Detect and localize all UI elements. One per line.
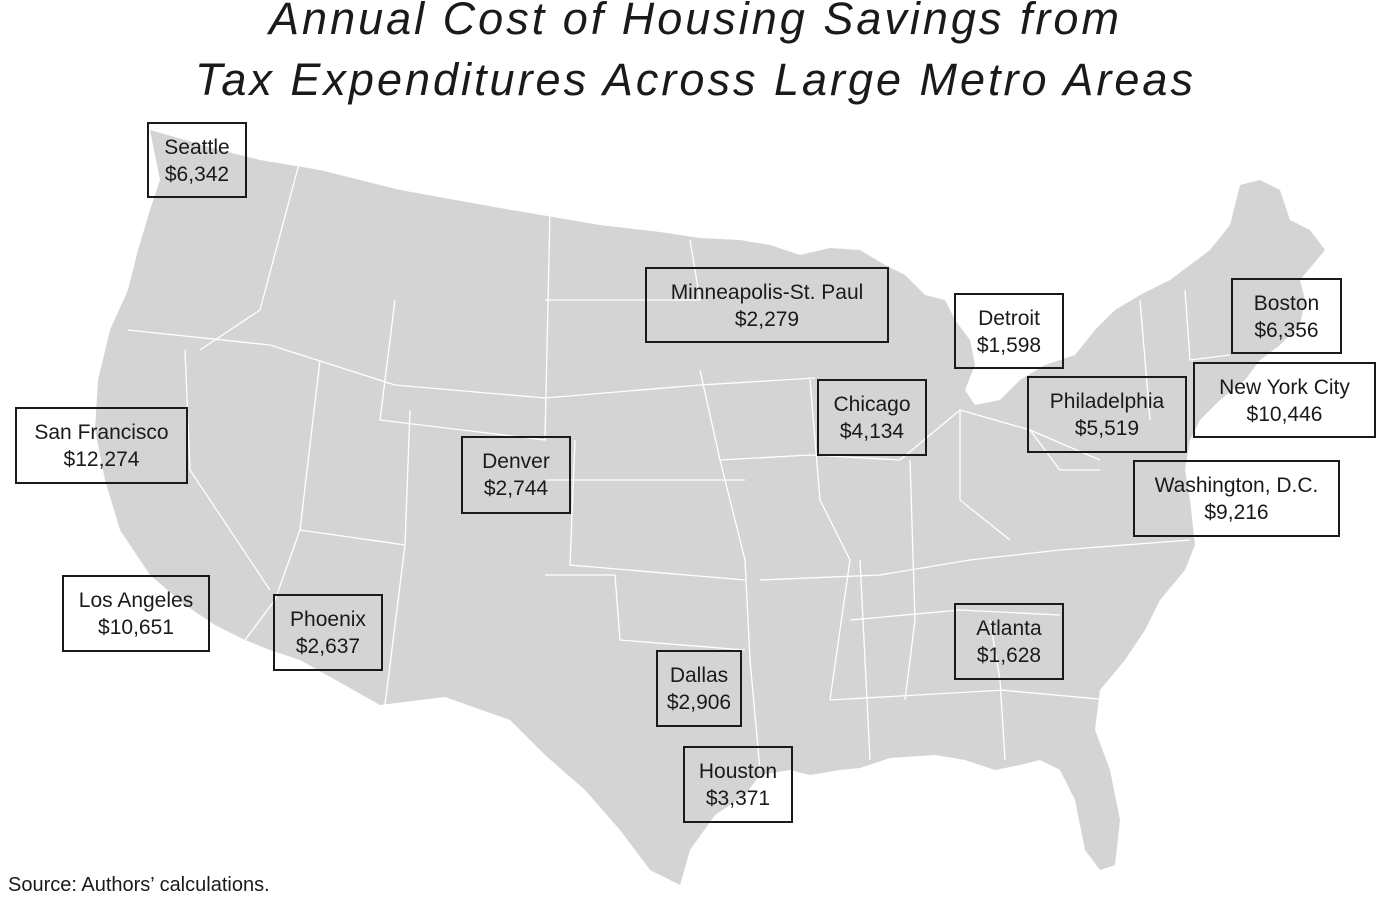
source-note: Source: Authors’ calculations. xyxy=(8,874,270,896)
metro-name-chicago: Chicago xyxy=(833,393,911,416)
metro-value-minneapolis: $2,279 xyxy=(734,308,800,331)
us-landmass xyxy=(95,130,1325,885)
metro-name-dallas: Dallas xyxy=(669,664,729,687)
map-title-line-1: Annual Cost of Housing Savings from xyxy=(269,0,1122,44)
metro-value-philadelphia: $5,519 xyxy=(1074,417,1140,440)
metro-label-seattle: Seattle $6,342 xyxy=(147,122,247,198)
metro-name-los-angeles: Los Angeles xyxy=(78,589,194,612)
metro-name-new-york: New York City xyxy=(1219,376,1350,399)
state-borders xyxy=(127,159,1231,771)
metro-label-atlanta: Atlanta $1,628 xyxy=(954,603,1064,680)
metro-label-los-angeles: Los Angeles $10,651 xyxy=(62,575,210,652)
metro-name-houston: Houston xyxy=(698,760,778,783)
metro-name-phoenix: Phoenix xyxy=(290,608,366,631)
metro-label-new-york: New York City $10,446 xyxy=(1193,362,1376,438)
metro-name-boston: Boston xyxy=(1253,292,1320,315)
metro-name-detroit: Detroit xyxy=(978,307,1040,330)
metro-label-chicago: Chicago $4,134 xyxy=(817,379,927,456)
metro-value-phoenix: $2,637 xyxy=(295,635,361,658)
metro-label-san-francisco: San Francisco $12,274 xyxy=(15,407,188,484)
metro-label-philadelphia: Philadelphia $5,519 xyxy=(1027,376,1187,453)
metro-name-minneapolis: Minneapolis-St. Paul xyxy=(670,281,864,304)
metro-name-seattle: Seattle xyxy=(164,136,230,159)
metro-value-seattle: $6,342 xyxy=(164,163,230,186)
metro-value-boston: $6,356 xyxy=(1254,319,1319,342)
metro-name-philadelphia: Philadelphia xyxy=(1049,390,1165,413)
metro-value-atlanta: $1,628 xyxy=(976,644,1042,667)
metro-value-los-angeles: $10,651 xyxy=(98,616,174,639)
metro-value-denver: $2,744 xyxy=(483,477,549,500)
metro-name-san-francisco: San Francisco xyxy=(34,421,169,444)
metro-name-washington: Washington, D.C. xyxy=(1154,474,1319,497)
metro-value-dallas: $2,906 xyxy=(666,691,732,714)
metro-label-minneapolis: Minneapolis-St. Paul $2,279 xyxy=(645,267,889,343)
metro-name-denver: Denver xyxy=(482,450,550,473)
map-title-line-2: Tax Expenditures Across Large Metro Area… xyxy=(195,54,1196,105)
metro-value-chicago: $4,134 xyxy=(839,420,905,443)
metro-value-houston: $3,371 xyxy=(705,787,771,810)
metro-label-houston: Houston $3,371 xyxy=(683,746,793,823)
metro-label-washington: Washington, D.C. $9,216 xyxy=(1133,460,1340,537)
metro-label-dallas: Dallas $2,906 xyxy=(656,650,742,727)
metro-label-phoenix: Phoenix $2,637 xyxy=(273,594,383,671)
metro-value-san-francisco: $12,274 xyxy=(63,448,140,471)
metro-label-detroit: Detroit $1,598 xyxy=(954,293,1064,369)
metro-value-washington: $9,216 xyxy=(1204,501,1269,524)
metro-name-atlanta: Atlanta xyxy=(976,617,1042,640)
metro-value-new-york: $10,446 xyxy=(1246,403,1323,426)
metro-label-denver: Denver $2,744 xyxy=(461,436,571,514)
metro-label-boston: Boston $6,356 xyxy=(1231,278,1342,354)
metro-value-detroit: $1,598 xyxy=(976,334,1042,357)
